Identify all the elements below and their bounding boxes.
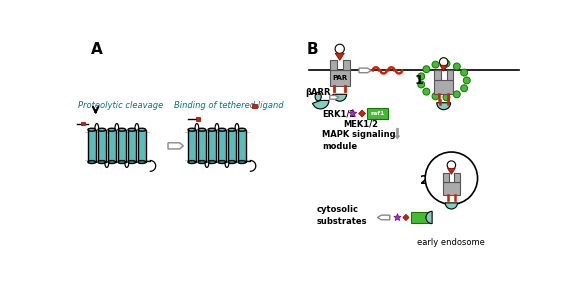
Text: cytosolic
substrates: cytosolic substrates	[317, 205, 367, 226]
Ellipse shape	[188, 128, 196, 131]
Circle shape	[425, 152, 478, 204]
Bar	[435, 70, 440, 80]
Bar	[118, 130, 125, 162]
Circle shape	[439, 58, 448, 66]
Bar	[138, 130, 146, 162]
Ellipse shape	[198, 161, 206, 164]
Bar	[98, 130, 106, 162]
Polygon shape	[335, 53, 345, 60]
Ellipse shape	[208, 128, 216, 131]
Bar	[188, 130, 196, 162]
Circle shape	[432, 93, 439, 100]
Bar	[228, 130, 236, 162]
Circle shape	[447, 161, 456, 169]
Ellipse shape	[218, 128, 226, 131]
Text: A: A	[91, 42, 103, 57]
Text: early endosome: early endosome	[417, 238, 485, 247]
Bar	[367, 108, 388, 119]
Bar	[238, 130, 246, 162]
Circle shape	[453, 63, 460, 70]
Ellipse shape	[128, 128, 136, 131]
Text: B: B	[307, 42, 318, 57]
Circle shape	[461, 69, 468, 76]
Circle shape	[418, 73, 425, 80]
Circle shape	[432, 61, 439, 68]
Bar	[198, 130, 206, 162]
Ellipse shape	[188, 161, 196, 164]
Bar	[454, 173, 460, 182]
Polygon shape	[394, 214, 401, 221]
Ellipse shape	[98, 161, 106, 164]
FancyArrow shape	[395, 128, 400, 139]
Wedge shape	[445, 203, 458, 209]
Text: Binding of tethered ligand: Binding of tethered ligand	[174, 101, 284, 110]
Ellipse shape	[238, 161, 246, 164]
Ellipse shape	[228, 128, 236, 131]
Ellipse shape	[88, 128, 96, 131]
Circle shape	[443, 94, 450, 101]
Bar	[81, 122, 85, 125]
FancyArrow shape	[359, 68, 371, 73]
Text: MEK1/2: MEK1/2	[343, 120, 379, 129]
Bar	[218, 130, 226, 162]
Ellipse shape	[315, 92, 321, 101]
Polygon shape	[403, 214, 409, 221]
Circle shape	[335, 44, 345, 53]
Bar	[447, 70, 453, 80]
Bar	[411, 212, 431, 223]
Bar	[108, 130, 116, 162]
Bar	[128, 130, 136, 162]
Wedge shape	[313, 100, 329, 109]
Ellipse shape	[118, 128, 125, 131]
Bar	[88, 130, 96, 162]
Circle shape	[453, 91, 460, 98]
Bar	[330, 60, 336, 70]
Wedge shape	[437, 103, 451, 110]
Polygon shape	[447, 168, 456, 174]
Circle shape	[461, 85, 468, 92]
Bar	[343, 60, 350, 70]
Circle shape	[418, 81, 425, 88]
Text: βARR: βARR	[306, 88, 331, 97]
Text: ERK1/2: ERK1/2	[322, 109, 355, 118]
FancyArrow shape	[168, 143, 184, 149]
Ellipse shape	[108, 161, 116, 164]
Circle shape	[463, 77, 470, 84]
Ellipse shape	[128, 161, 136, 164]
Ellipse shape	[138, 161, 146, 164]
Bar	[330, 70, 350, 86]
Circle shape	[443, 60, 450, 67]
Ellipse shape	[118, 161, 125, 164]
Ellipse shape	[228, 161, 236, 164]
Ellipse shape	[238, 128, 246, 131]
Bar	[196, 117, 200, 121]
FancyArrow shape	[378, 215, 390, 220]
Circle shape	[423, 66, 430, 73]
Text: 1: 1	[415, 74, 424, 87]
Ellipse shape	[138, 128, 146, 131]
Polygon shape	[440, 65, 447, 71]
Ellipse shape	[208, 161, 216, 164]
Text: 2: 2	[420, 174, 429, 187]
Ellipse shape	[98, 128, 106, 131]
Text: raf1: raf1	[370, 111, 385, 116]
Ellipse shape	[88, 161, 96, 164]
Polygon shape	[358, 110, 365, 117]
Text: PAR: PAR	[332, 75, 347, 81]
Bar	[208, 130, 216, 162]
Text: MAPK signaling
module: MAPK signaling module	[322, 130, 396, 151]
Ellipse shape	[108, 128, 116, 131]
Bar	[252, 103, 257, 108]
Bar	[443, 173, 449, 182]
FancyArrow shape	[330, 95, 339, 99]
Wedge shape	[333, 94, 347, 101]
Circle shape	[423, 88, 430, 95]
Bar	[443, 182, 460, 195]
Wedge shape	[426, 211, 432, 224]
Ellipse shape	[198, 128, 206, 131]
Bar	[435, 80, 453, 94]
Polygon shape	[349, 109, 357, 117]
Text: Proteolytic cleavage: Proteolytic cleavage	[78, 101, 163, 110]
Ellipse shape	[218, 161, 226, 164]
